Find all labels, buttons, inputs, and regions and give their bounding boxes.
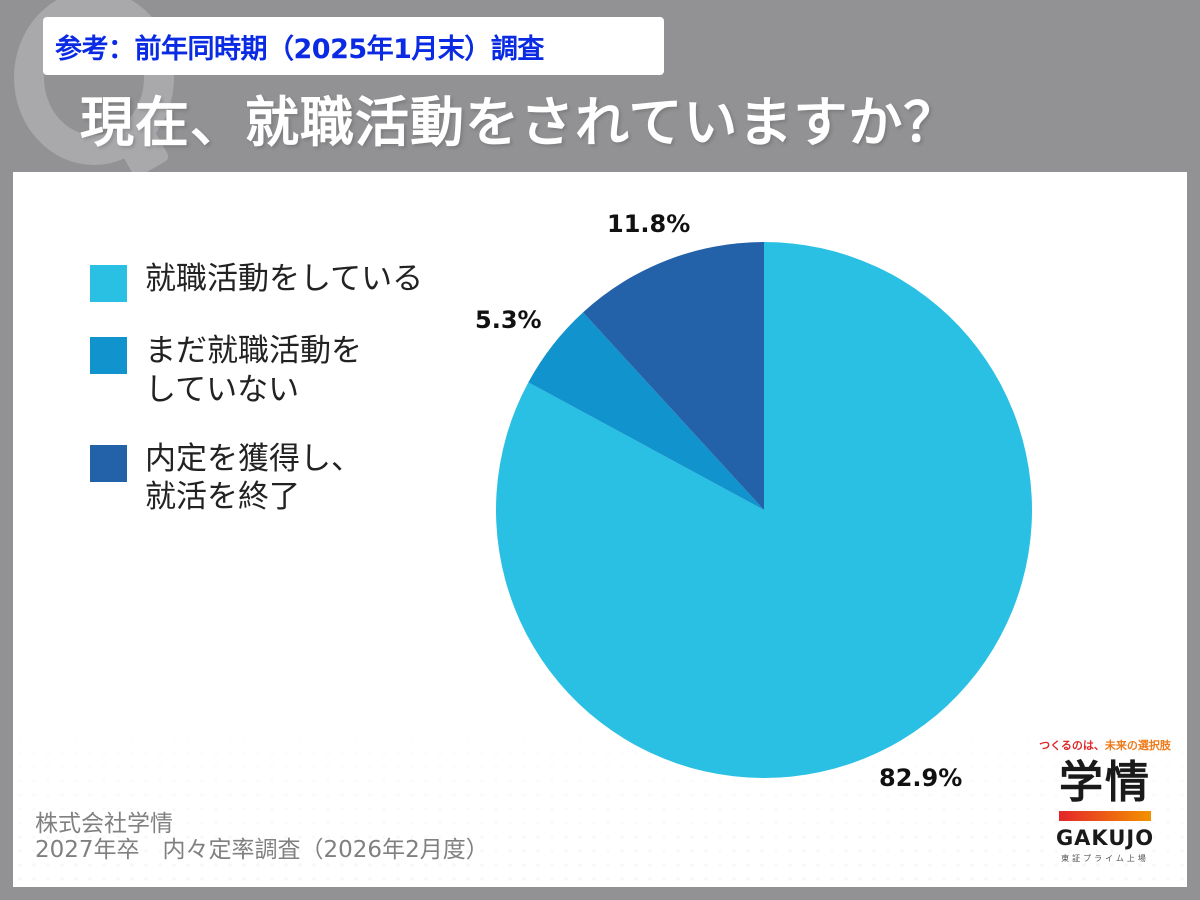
pie-chart: [496, 242, 1032, 778]
source-note: 株式会社学情 2027年卒 内々定率調査（2026年2月度）: [35, 811, 489, 863]
logo-listing: 東証プライム上場: [1061, 854, 1149, 863]
reference-label: 参考：前年同時期（2025年1月末）調査: [55, 33, 544, 65]
logo-tagline: つくるのは、未来の選択肢: [1039, 739, 1171, 752]
legend-item-job-hunting: 就職活動をしている: [90, 260, 423, 302]
legend-swatch: [90, 337, 127, 374]
logo-name-jp: 学情: [1059, 757, 1151, 808]
legend-item-not-started: まだ就職活動を していない: [90, 332, 423, 410]
gakujo-logo: つくるのは、未来の選択肢 学情 GAKUJO 東証プライム上場: [1025, 737, 1185, 864]
reference-badge: 参考：前年同時期（2025年1月末）調査: [43, 17, 664, 75]
pct-label-job-hunting: 82.9%: [879, 764, 963, 792]
logo-gradient-bar: [1059, 811, 1151, 821]
pie-slice-finished: [583, 242, 764, 510]
page-title: 現在、就職活動をされていますか？: [80, 91, 959, 154]
pct-label-finished: 11.8%: [607, 210, 691, 238]
pie-slice-not-started: [528, 312, 764, 510]
legend-swatch: [90, 444, 127, 482]
legend-label: まだ就職活動を していない: [145, 333, 362, 408]
chart-legend: 就職活動をしているまだ就職活動を していない 内定を獲得し、 就活を終了: [90, 260, 423, 547]
source-survey: 2027年卒 内々定率調査（2026年2月度）: [35, 836, 489, 863]
legend-swatch: [90, 265, 127, 302]
logo-name-en: GAKUJO: [1055, 826, 1155, 850]
legend-label: 内定を獲得し、 就活を終了: [145, 440, 362, 516]
legend-label: 就職活動をしている: [145, 261, 424, 297]
legend-item-finished: 内定を獲得し、 就活を終了: [90, 440, 423, 518]
pct-label-not-started: 5.3%: [475, 306, 542, 334]
source-company: 株式会社学情: [35, 811, 173, 837]
chart-card: 就職活動をしている まだ就職活動を していない 内定を獲得し、 就活を終了 82.9% …: [13, 172, 1187, 887]
